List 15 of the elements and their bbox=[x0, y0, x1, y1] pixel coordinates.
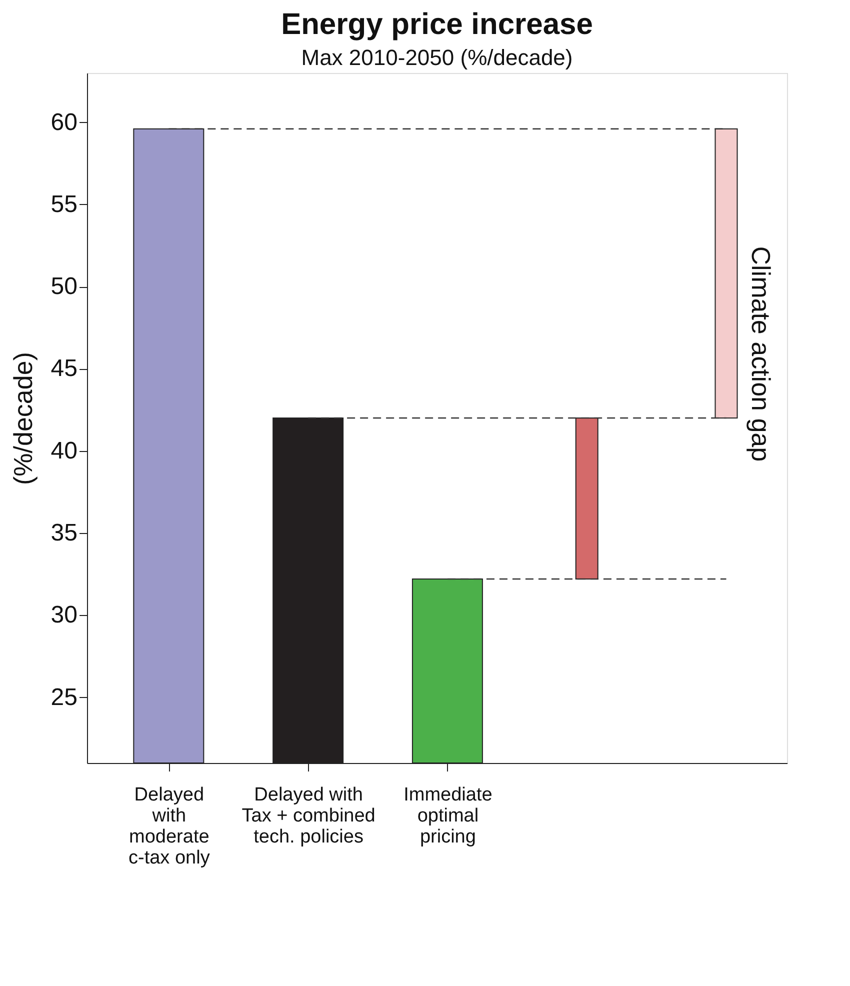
annotation: Climate action gap bbox=[746, 246, 776, 462]
x-tick-label: Delayed with Tax + combined tech. policies bbox=[242, 784, 376, 848]
x-tick-label: Delayed with moderate c-tax only bbox=[128, 784, 210, 868]
y-tick-label: 35 bbox=[50, 520, 78, 546]
y-tick-label: 50 bbox=[50, 273, 78, 300]
y-tick-label: 40 bbox=[50, 437, 78, 464]
y-tick-label: 45 bbox=[50, 355, 78, 382]
y-tick-label: 25 bbox=[50, 684, 78, 711]
chart-title: Energy price increase bbox=[281, 8, 593, 41]
y-tick-label: 60 bbox=[50, 108, 78, 136]
y-tick-label: 55 bbox=[50, 190, 78, 218]
chart-subtitle: Max 2010-2050 (%/decade) bbox=[301, 45, 573, 70]
y-tick-label: 30 bbox=[50, 602, 78, 629]
x-tick-label: Immediate optimal pricing bbox=[404, 784, 492, 848]
y-axis-title: (%/decade) bbox=[8, 352, 38, 485]
